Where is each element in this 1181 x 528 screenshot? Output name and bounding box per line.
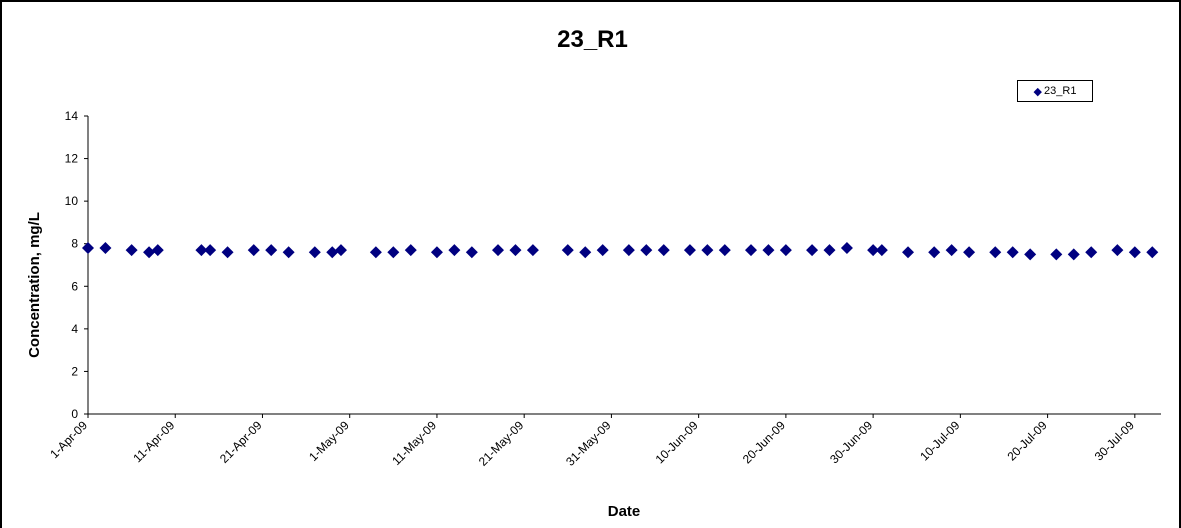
y-axis-title: Concentration, mg/L bbox=[26, 212, 43, 358]
y-axis-ticks: 0 2 4 6 8 10 12 14 bbox=[65, 109, 88, 421]
x-tick-label: 30-Jul-09 bbox=[1092, 418, 1138, 464]
data-point bbox=[509, 244, 522, 257]
data-point bbox=[657, 244, 670, 257]
data-point bbox=[779, 244, 792, 257]
data-point bbox=[928, 246, 941, 259]
data-point bbox=[963, 246, 976, 259]
data-point bbox=[683, 244, 696, 257]
data-point bbox=[308, 246, 321, 259]
data-point bbox=[945, 244, 958, 257]
data-point bbox=[465, 246, 478, 259]
data-point bbox=[404, 244, 417, 257]
data-point bbox=[82, 241, 94, 254]
data-point bbox=[195, 244, 208, 257]
x-tick-label: 11-Apr-09 bbox=[130, 418, 177, 465]
data-point bbox=[1146, 246, 1159, 259]
x-tick-label: 21-Apr-09 bbox=[217, 418, 265, 466]
y-tick-label: 8 bbox=[71, 237, 78, 251]
data-point bbox=[1024, 248, 1037, 261]
x-tick-label: 20-Jun-09 bbox=[740, 418, 788, 466]
x-tick-label: 1-May-09 bbox=[306, 418, 352, 464]
data-point bbox=[579, 246, 592, 259]
data-point bbox=[143, 246, 156, 259]
legend-series-label: 23_R1 bbox=[1044, 85, 1077, 97]
data-point bbox=[1050, 248, 1063, 261]
y-tick-label: 2 bbox=[71, 364, 78, 378]
data-point bbox=[902, 246, 915, 259]
data-point bbox=[561, 244, 574, 257]
data-point bbox=[989, 246, 1002, 259]
data-point bbox=[762, 244, 775, 257]
data-point bbox=[282, 246, 295, 259]
data-point bbox=[492, 244, 505, 257]
y-tick-label: 10 bbox=[65, 194, 79, 208]
data-point bbox=[1006, 246, 1019, 259]
y-tick-label: 14 bbox=[65, 109, 79, 123]
data-point bbox=[334, 244, 347, 257]
data-point bbox=[640, 244, 653, 257]
data-point bbox=[806, 244, 819, 257]
x-tick-label: 1-Apr-09 bbox=[47, 418, 90, 461]
x-tick-label: 30-Jun-09 bbox=[827, 418, 875, 466]
x-tick-label: 10-Jul-09 bbox=[917, 418, 963, 464]
data-point bbox=[1085, 246, 1098, 259]
data-point bbox=[369, 246, 382, 259]
y-tick-label: 12 bbox=[65, 152, 79, 166]
legend: ◆ 23_R1 bbox=[1017, 80, 1093, 102]
y-tick-label: 4 bbox=[71, 322, 78, 336]
data-point bbox=[151, 244, 164, 257]
data-point bbox=[204, 244, 217, 257]
x-tick-label: 31-May-09 bbox=[563, 418, 614, 469]
data-point bbox=[701, 244, 714, 257]
data-point bbox=[221, 246, 234, 259]
data-point bbox=[448, 244, 461, 257]
data-point bbox=[326, 246, 339, 259]
x-tick-label: 11-May-09 bbox=[389, 418, 439, 468]
data-point bbox=[867, 244, 880, 257]
x-tick-label: 21-May-09 bbox=[476, 418, 527, 469]
data-point bbox=[125, 244, 138, 257]
data-point bbox=[526, 244, 539, 257]
chart-title: 23_R1 bbox=[557, 26, 628, 53]
x-axis-ticks: 1-Apr-09 11-Apr-09 21-Apr-09 1-May-09 11-May… bbox=[47, 414, 1137, 469]
data-point bbox=[99, 241, 112, 254]
data-point bbox=[823, 244, 836, 257]
x-tick-label: 20-Jul-09 bbox=[1004, 418, 1050, 464]
y-tick-label: 0 bbox=[71, 407, 78, 421]
data-point bbox=[596, 244, 609, 257]
data-point bbox=[1111, 244, 1124, 257]
data-points bbox=[82, 241, 1159, 261]
data-point bbox=[875, 244, 888, 257]
axes bbox=[87, 116, 1161, 415]
legend-diamond-icon: ◆ bbox=[1033, 85, 1043, 98]
data-point bbox=[387, 246, 400, 259]
data-point bbox=[247, 244, 260, 257]
data-point bbox=[1067, 248, 1080, 261]
data-point bbox=[622, 244, 635, 257]
data-point bbox=[430, 246, 443, 259]
x-tick-label: 10-Jun-09 bbox=[653, 418, 701, 466]
data-point bbox=[744, 244, 757, 257]
x-axis-title: Date bbox=[608, 503, 641, 520]
data-point bbox=[840, 241, 853, 254]
y-tick-label: 6 bbox=[71, 279, 78, 293]
data-point bbox=[718, 244, 731, 257]
data-point bbox=[265, 244, 278, 257]
data-point bbox=[1128, 246, 1141, 259]
